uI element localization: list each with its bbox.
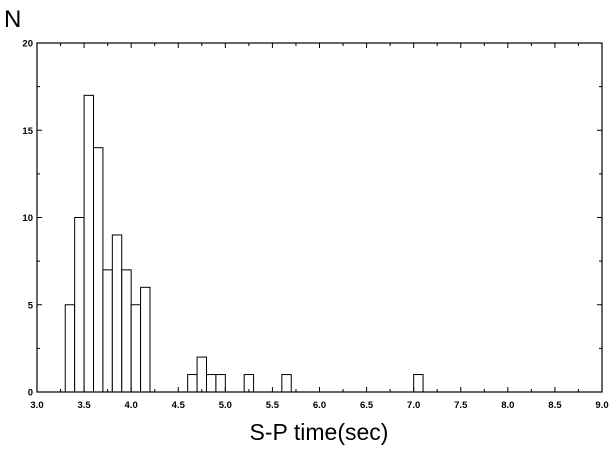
histogram-bar-8 — [140, 286, 151, 393]
x-axis-title: S-P time(sec) — [250, 419, 389, 445]
plot-frame — [36, 42, 603, 393]
x-tick-label-11: 8.5 — [548, 400, 562, 411]
histogram-bar-14 — [281, 374, 292, 393]
histogram-bar-3 — [93, 147, 104, 393]
histogram-bar-5 — [111, 234, 123, 393]
x-tick-label-3: 4.5 — [172, 400, 186, 411]
histogram-bar-0 — [64, 304, 76, 393]
bars-group — [64, 94, 424, 393]
y-tick-label-2: 10 — [22, 213, 33, 224]
ticks-group: 3.0 3.5 4.0 4.5 5.0 5.5 6.0 6.5 7.0 7.5 8.0 8.5 9.0 0… — [22, 39, 608, 412]
x-tick-label-4: 5.0 — [219, 400, 232, 411]
y-tick-label-1: 5 — [28, 300, 34, 311]
histogram-bar-9 — [187, 374, 198, 393]
histogram-bar-2 — [83, 94, 95, 393]
x-tick-label-1: 3.5 — [77, 400, 91, 411]
x-tick-label-2: 4.0 — [125, 400, 138, 411]
y-axis-title: N — [4, 6, 21, 33]
x-tick-label-6: 6.0 — [313, 400, 326, 411]
y-tick-label-0: 0 — [28, 388, 33, 399]
histogram-bar-12 — [215, 374, 226, 393]
histogram-bar-10 — [196, 356, 207, 393]
y-tick-label-4: 20 — [22, 39, 33, 50]
histogram-bar-1 — [74, 217, 85, 393]
histogram-bar-4 — [102, 269, 113, 393]
x-tick-label-7: 6.5 — [360, 400, 374, 411]
x-tick-label-0: 3.0 — [30, 400, 43, 411]
histogram-bar-11 — [206, 374, 217, 393]
x-tick-label-8: 7.0 — [407, 400, 420, 411]
histogram-bar-15 — [413, 374, 424, 393]
x-tick-label-5: 5.5 — [266, 400, 280, 411]
x-tick-label-12: 9.0 — [595, 400, 608, 411]
x-tick-label-9: 7.5 — [454, 400, 468, 411]
histogram-bar-7 — [130, 304, 142, 393]
y-tick-label-3: 15 — [22, 126, 33, 137]
histogram-bar-6 — [121, 269, 132, 393]
x-tick-label-10: 8.0 — [501, 400, 514, 411]
